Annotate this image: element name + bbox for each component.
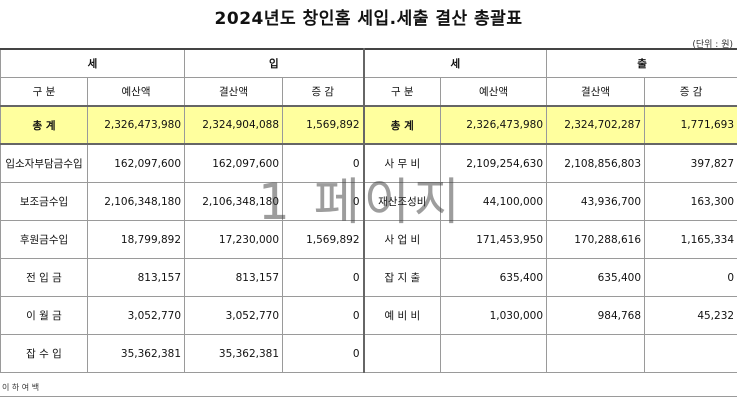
income-budget: 813,157: [86, 258, 186, 297]
income-total-diff: 1,569,892: [282, 105, 365, 145]
table-row: 잡 수 입 35,362,381 35,362,381 0: [0, 334, 737, 373]
col-header-settlement: 결산액: [546, 77, 646, 107]
income-diff: 0: [282, 143, 365, 183]
income-category: 이 월 금: [0, 296, 88, 335]
expense-budget: 1,030,000: [440, 296, 548, 335]
income-category: 잡 수 입: [0, 334, 88, 373]
expense-budget: 2,109,254,630: [440, 143, 548, 183]
expense-category: 잡 지 출: [363, 258, 442, 297]
footnote: 이 하 여 백: [2, 383, 40, 392]
income-settlement: 17,230,000: [184, 220, 284, 259]
col-header-budget: 예산액: [440, 77, 548, 107]
unit-label: (단위 : 원): [692, 40, 733, 50]
expense-diff: 45,232: [644, 296, 737, 335]
expense-diff: [644, 334, 737, 373]
income-settlement: 35,362,381: [184, 334, 284, 373]
divider: [0, 396, 737, 397]
expense-settlement: 635,400: [546, 258, 646, 297]
income-budget: 2,106,348,180: [86, 182, 186, 221]
col-header-diff: 증 감: [644, 77, 737, 107]
expense-header-right: 출: [546, 48, 737, 78]
col-header-budget: 예산액: [86, 77, 186, 107]
income-header-right: 입: [184, 48, 365, 78]
income-total-label: 총 계: [0, 105, 88, 145]
income-settlement: 2,106,348,180: [184, 182, 284, 221]
income-category: 전 입 금: [0, 258, 88, 297]
expense-category: 사 업 비: [363, 220, 442, 259]
expense-total-diff: 1,771,693: [644, 105, 737, 145]
expense-category: 사 무 비: [363, 143, 442, 183]
table-row: 보조금수입 2,106,348,180 2,106,348,180 0 재산조성…: [0, 182, 737, 221]
income-settlement: 3,052,770: [184, 296, 284, 335]
income-diff: 0: [282, 258, 365, 297]
col-header-diff: 증 감: [282, 77, 365, 107]
income-category: 입소자부담금수입: [0, 143, 88, 183]
income-header-left: 세: [0, 48, 186, 78]
income-settlement: 813,157: [184, 258, 284, 297]
expense-total-label: 총 계: [363, 105, 442, 145]
table-row: 후원금수입 18,799,892 17,230,000 1,569,892 사 …: [0, 220, 737, 259]
col-header-category: 구 분: [363, 77, 442, 107]
expense-settlement: 170,288,616: [546, 220, 646, 259]
expense-settlement: 984,768: [546, 296, 646, 335]
expense-category: 예 비 비: [363, 296, 442, 335]
expense-settlement: 43,936,700: [546, 182, 646, 221]
expense-header-left: 세: [363, 48, 548, 78]
page-title: 2024년도 창인홈 세입.세출 결산 총괄표: [214, 9, 523, 29]
expense-category: 재산조성비: [363, 182, 442, 221]
expense-total-settlement: 2,324,702,287: [546, 105, 646, 145]
expense-diff: 0: [644, 258, 737, 297]
col-header-category: 구 분: [0, 77, 88, 107]
expense-diff: 1,165,334: [644, 220, 737, 259]
expense-diff: 397,827: [644, 143, 737, 183]
settlement-table: 세 입 세 출 구 분 예산액 결산액 증 감 구 분 예산액 결산액 증 감 …: [0, 48, 737, 373]
income-budget: 162,097,600: [86, 143, 186, 183]
expense-budget: 635,400: [440, 258, 548, 297]
income-diff: 0: [282, 182, 365, 221]
expense-settlement: 2,108,856,803: [546, 143, 646, 183]
income-settlement: 162,097,600: [184, 143, 284, 183]
income-diff: 0: [282, 296, 365, 335]
table-row: 전 입 금 813,157 813,157 0 잡 지 출 635,400 63…: [0, 258, 737, 297]
income-diff: 1,569,892: [282, 220, 365, 259]
expense-budget: 44,100,000: [440, 182, 548, 221]
income-budget: 18,799,892: [86, 220, 186, 259]
expense-diff: 163,300: [644, 182, 737, 221]
income-total-settlement: 2,324,904,088: [184, 105, 284, 145]
expense-total-budget: 2,326,473,980: [440, 105, 548, 145]
expense-settlement: [546, 334, 646, 373]
col-header-settlement: 결산액: [184, 77, 284, 107]
income-category: 보조금수입: [0, 182, 88, 221]
total-row: 총 계 2,326,473,980 2,324,904,088 1,569,89…: [0, 105, 737, 145]
table-row: 입소자부담금수입 162,097,600 162,097,600 0 사 무 비…: [0, 143, 737, 183]
income-budget: 35,362,381: [86, 334, 186, 373]
income-category: 후원금수입: [0, 220, 88, 259]
income-total-budget: 2,326,473,980: [86, 105, 186, 145]
table-row: 이 월 금 3,052,770 3,052,770 0 예 비 비 1,030,…: [0, 296, 737, 335]
income-diff: 0: [282, 334, 365, 373]
expense-budget: [440, 334, 548, 373]
income-budget: 3,052,770: [86, 296, 186, 335]
expense-budget: 171,453,950: [440, 220, 548, 259]
expense-category: [363, 334, 442, 373]
